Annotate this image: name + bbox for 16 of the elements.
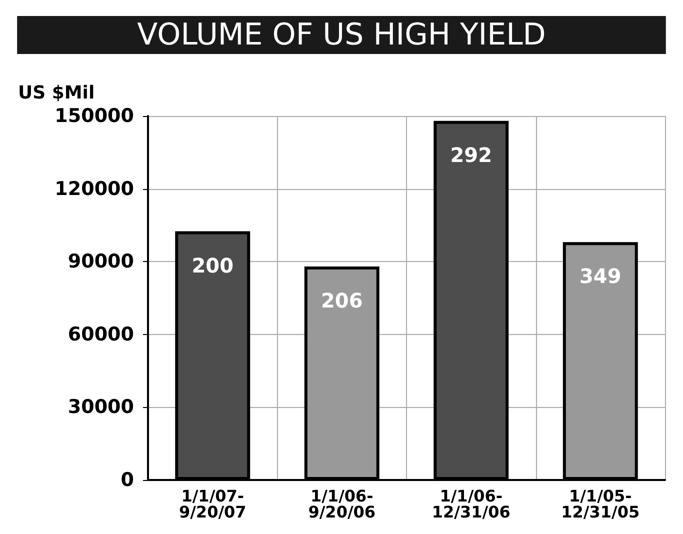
annotation: 292 xyxy=(450,142,492,167)
x-tick-label: 1/1/07- 9/20/07 xyxy=(178,486,246,522)
annotation: 200 xyxy=(192,253,234,278)
y-axis-title: US $Mil xyxy=(18,82,95,104)
chart-title: VOLUME OF US HIGH YIELD xyxy=(137,18,546,52)
x-tick-label: 1/1/05- 12/31/05 xyxy=(561,486,640,522)
y-tick-label: 150000 xyxy=(54,105,134,127)
y-tick-label: 60000 xyxy=(68,323,134,346)
x-tick-label: 1/1/06- 9/20/06 xyxy=(308,486,376,522)
y-tick-label: 120000 xyxy=(54,178,134,200)
y-tick-label: 90000 xyxy=(68,250,134,273)
x-tick-label: 1/1/06- 12/31/06 xyxy=(432,486,510,522)
annotation: 206 xyxy=(321,288,363,312)
annotation: 349 xyxy=(580,264,622,288)
y-tick-label: 0 xyxy=(120,469,134,491)
y-tick-label: 30000 xyxy=(68,396,134,418)
